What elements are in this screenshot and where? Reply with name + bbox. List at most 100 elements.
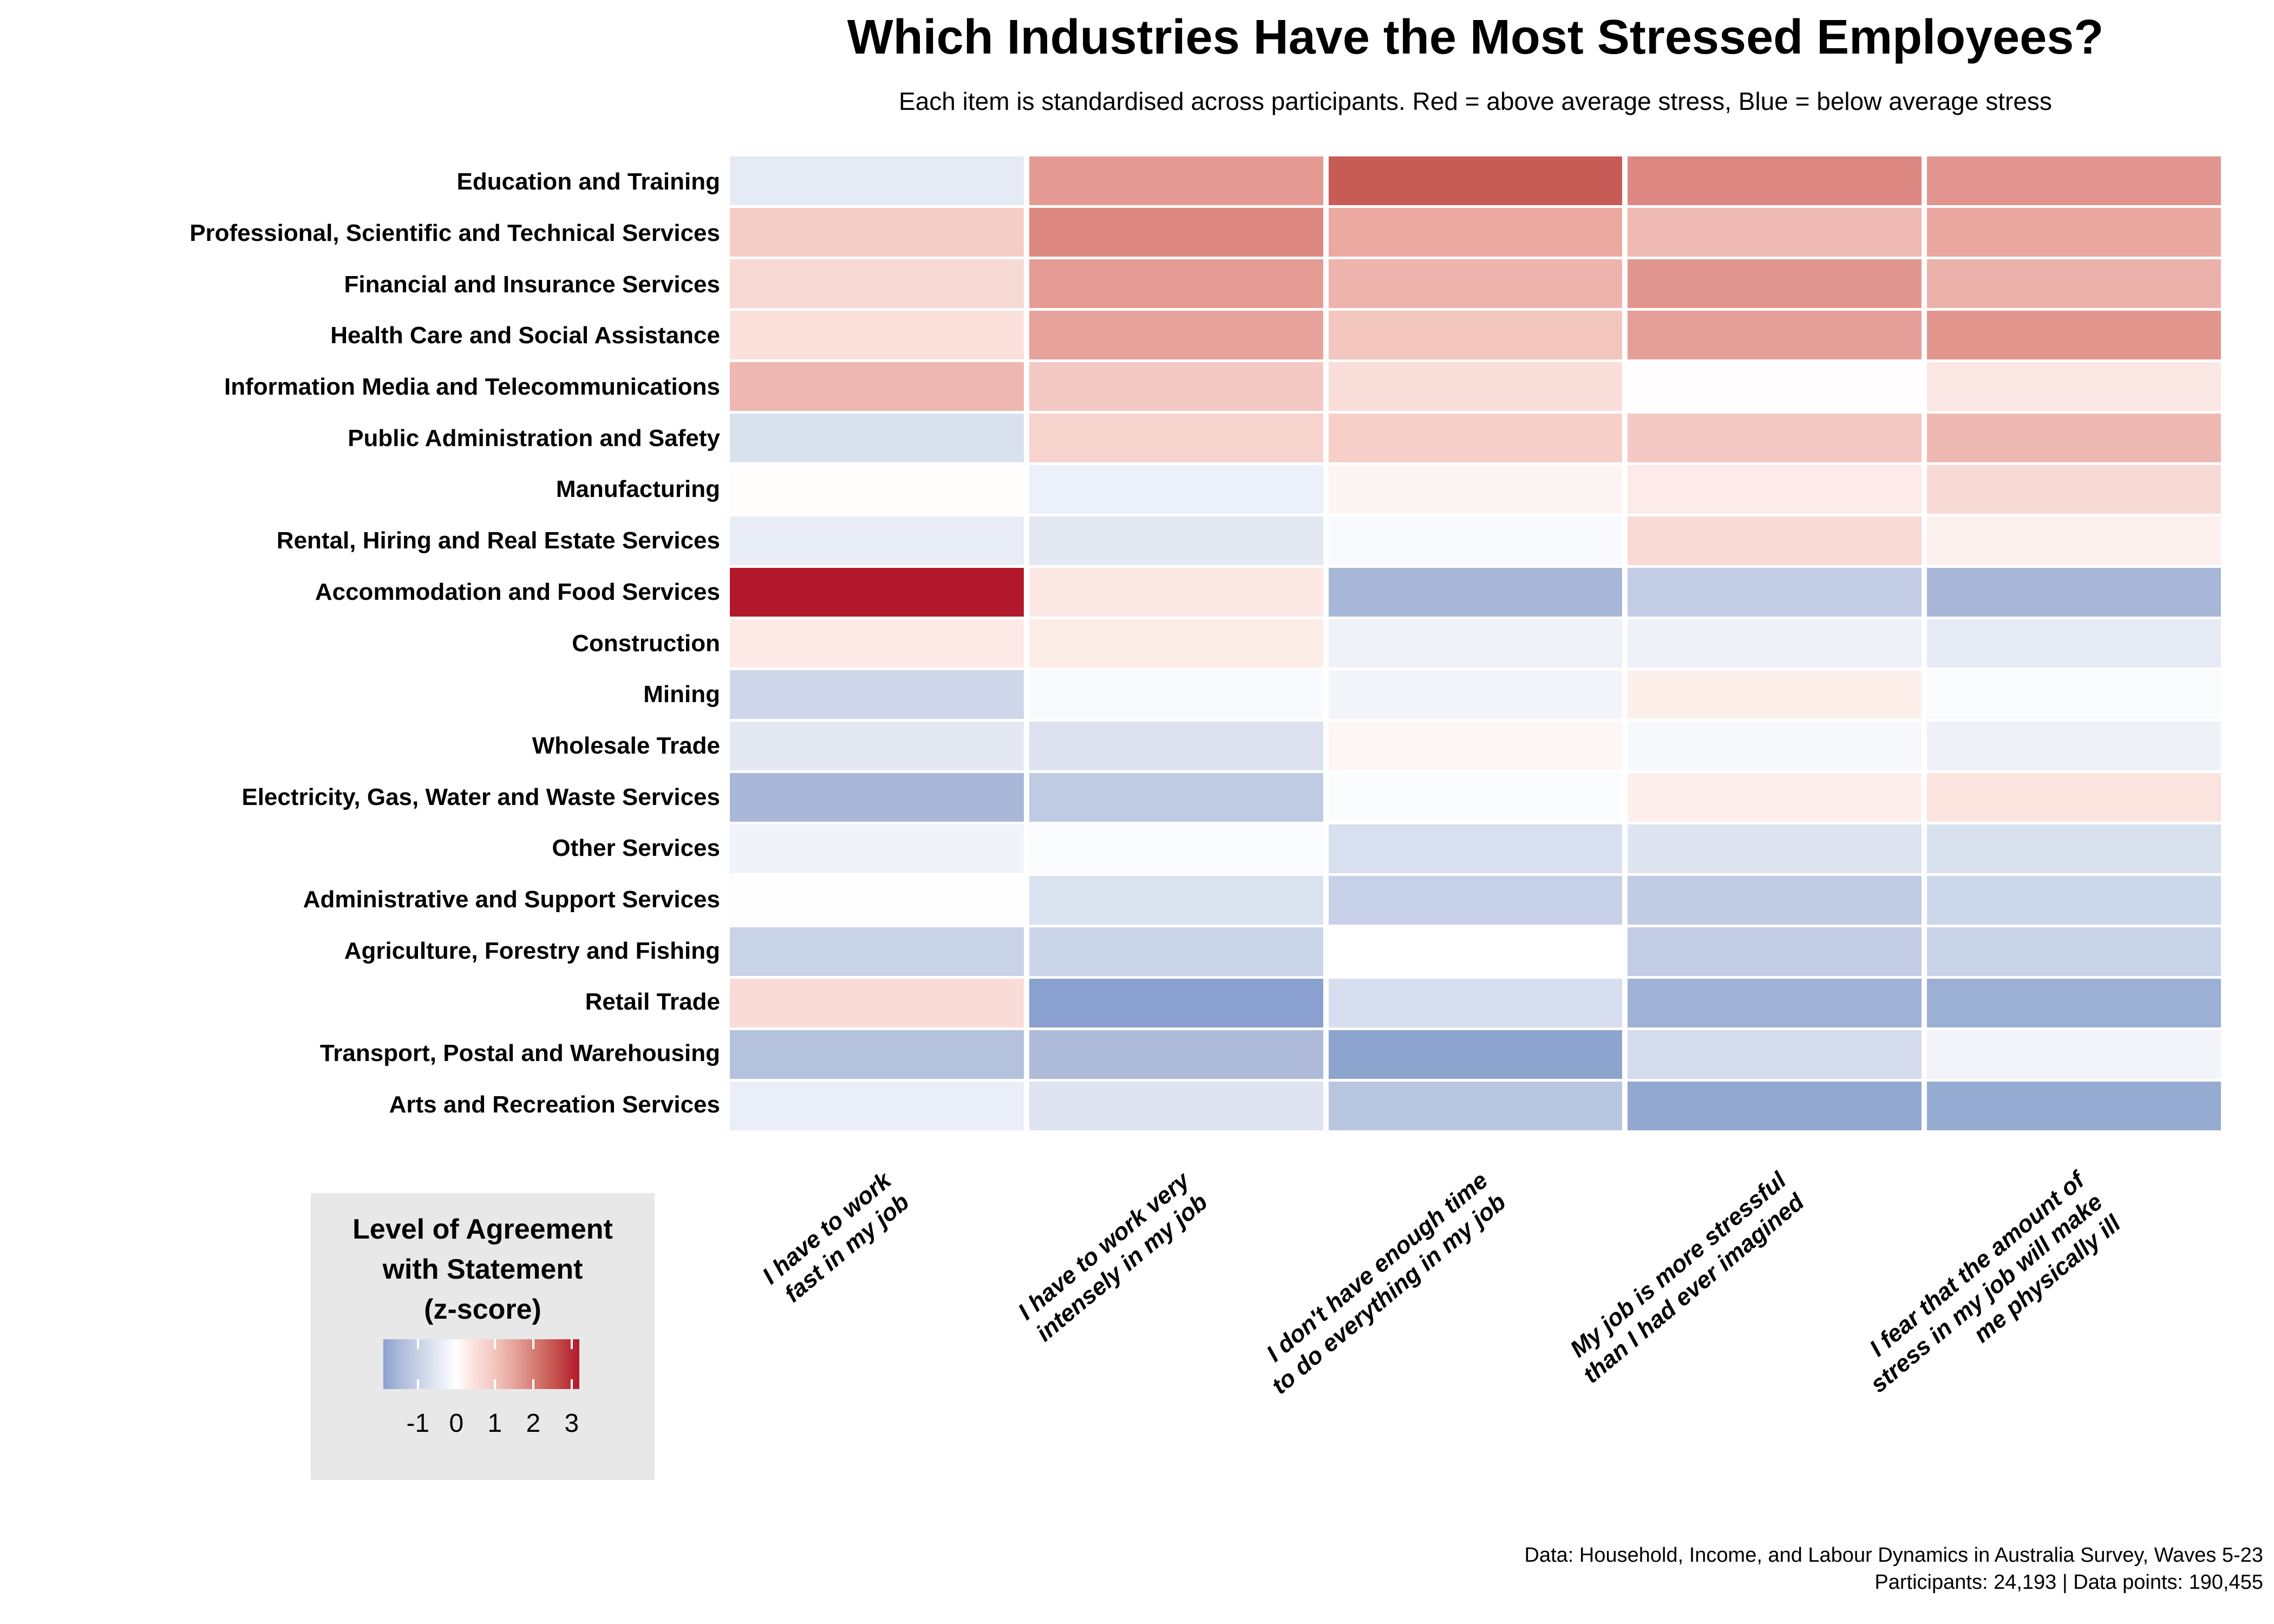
heatmap-cell: [1927, 207, 2221, 257]
row-label: Other Services: [552, 835, 720, 862]
heatmap-cell: [1927, 464, 2221, 514]
legend: Level of Agreement with Statement (z-sco…: [311, 1193, 655, 1480]
heatmap-cell: [730, 979, 1024, 1028]
heatmap-cell: [1328, 824, 1623, 874]
heatmap-cell: [730, 722, 1024, 771]
heatmap-cell: [1927, 927, 2221, 977]
heatmap-cell: [1927, 824, 2221, 874]
heatmap-cell: [1328, 876, 1623, 925]
heatmap-cell: [1628, 464, 1922, 514]
heatmap-cell: [1328, 567, 1623, 617]
heatmap-cell: [1628, 876, 1922, 925]
heatmap-cell: [1328, 413, 1623, 462]
heatmap-cell: [1628, 362, 1922, 411]
heatmap-cell: [730, 773, 1024, 822]
chart-title: Which Industries Have the Most Stressed …: [847, 10, 2104, 64]
legend-tick-mark: [455, 1339, 458, 1349]
row-label: Financial and Insurance Services: [344, 271, 720, 298]
heatmap-cell: [730, 1030, 1024, 1079]
heatmap-cell: [1628, 619, 1922, 668]
heatmap-cell: [1029, 516, 1323, 565]
heatmap-cell: [1328, 259, 1623, 308]
heatmap-cell: [730, 1082, 1024, 1130]
heatmap-cell: [1628, 773, 1922, 822]
heatmap-cell: [1927, 876, 2221, 925]
heatmap-cell: [1328, 516, 1623, 565]
heatmap-cell: [1628, 1030, 1922, 1079]
heatmap-cell: [1029, 773, 1323, 822]
heatmap-cell: [1628, 824, 1922, 874]
heatmap-cell: [1927, 516, 2221, 565]
heatmap-cell: [1927, 362, 2221, 411]
heatmap-cell: [1628, 567, 1922, 617]
row-label: Mining: [643, 681, 720, 708]
heatmap-cell: [730, 259, 1024, 308]
heatmap-cell: [1029, 310, 1323, 359]
data-source-note: Data: Household, Income, and Labour Dyna…: [1525, 1542, 2263, 1596]
industry-axis-labels: Education and Training Professional, Scie…: [22, 156, 720, 1130]
heatmap-cell: [1328, 1082, 1623, 1130]
heatmap-cell: [1927, 773, 2221, 822]
heatmap-cell: [1628, 259, 1922, 308]
heatmap-cell: [1628, 516, 1922, 565]
legend-tick-label: 2: [526, 1409, 541, 1438]
heatmap-cell: [1029, 1082, 1323, 1130]
heatmap-cell: [1328, 773, 1623, 822]
row-label: Electricity, Gas, Water and Waste Servic…: [241, 783, 720, 810]
heatmap-cell: [1628, 670, 1922, 719]
row-label: Administrative and Support Services: [303, 886, 720, 913]
legend-tick-label: 0: [449, 1409, 464, 1438]
col-label: I have to work very intensely in my job: [1013, 1167, 1213, 1347]
legend-tick-mark: [532, 1379, 534, 1389]
heatmap-cell: [730, 413, 1024, 462]
heatmap-cell: [730, 310, 1024, 359]
heatmap-cell: [1927, 310, 2221, 359]
legend-tick-label: -1: [406, 1409, 430, 1438]
row-label: Education and Training: [456, 168, 720, 195]
row-label: Retail Trade: [585, 988, 720, 1016]
heatmap-cell: [1029, 259, 1323, 308]
heatmap-cell: [730, 670, 1024, 719]
heatmap-cell: [730, 876, 1024, 925]
row-label: Manufacturing: [556, 476, 720, 503]
heatmap-cell: [1328, 310, 1623, 359]
heatmap-cell: [1628, 722, 1922, 771]
heatmap-cell: [730, 567, 1024, 617]
legend-tick-mark: [493, 1379, 496, 1389]
heatmap-cell: [1927, 413, 2221, 462]
heatmap-cell: [1628, 156, 1922, 205]
heatmap-cell: [1029, 824, 1323, 874]
heatmap-cell: [1927, 979, 2221, 1028]
legend-tick-mark: [416, 1379, 419, 1389]
row-label: Rental, Hiring and Real Estate Services: [276, 527, 720, 554]
row-label: Accommodation and Food Services: [315, 578, 720, 605]
heatmap-cell: [1029, 413, 1323, 462]
heatmap-cell: [1029, 1030, 1323, 1079]
row-label: Agriculture, Forestry and Fishing: [344, 937, 720, 964]
row-label: Arts and Recreation Services: [389, 1091, 720, 1118]
footer-line-2: Participants: 24,193 | Data points: 190,…: [1874, 1571, 2263, 1594]
heatmap-cell: [1328, 207, 1623, 257]
heatmap-cell: [1628, 1082, 1922, 1130]
row-label: Information Media and Telecommunications: [224, 374, 720, 401]
heatmap-cell: [1927, 1030, 2221, 1079]
heatmap-grid: [730, 156, 2221, 1130]
heatmap-cell: [1628, 927, 1922, 977]
heatmap-cell: [730, 156, 1024, 205]
legend-tick-mark: [570, 1379, 573, 1389]
heatmap-cell: [1628, 310, 1922, 359]
heatmap-cell: [1927, 670, 2221, 719]
heatmap-cell: [1927, 567, 2221, 617]
row-label: Transport, Postal and Warehousing: [319, 1040, 720, 1067]
col-label: I don't have enough time to do everythin…: [1261, 1167, 1511, 1400]
legend-title: Level of Agreement with Statement (z-sco…: [352, 1214, 613, 1325]
heatmap-cell: [1927, 1082, 2221, 1130]
heatmap-cell: [1029, 156, 1323, 205]
heatmap-cell: [1328, 927, 1623, 977]
legend-tick-mark: [532, 1339, 534, 1349]
heatmap-cell: [1029, 207, 1323, 257]
heatmap-cell: [1029, 876, 1323, 925]
legend-tick-mark: [455, 1379, 458, 1389]
heatmap-cell: [1328, 670, 1623, 719]
